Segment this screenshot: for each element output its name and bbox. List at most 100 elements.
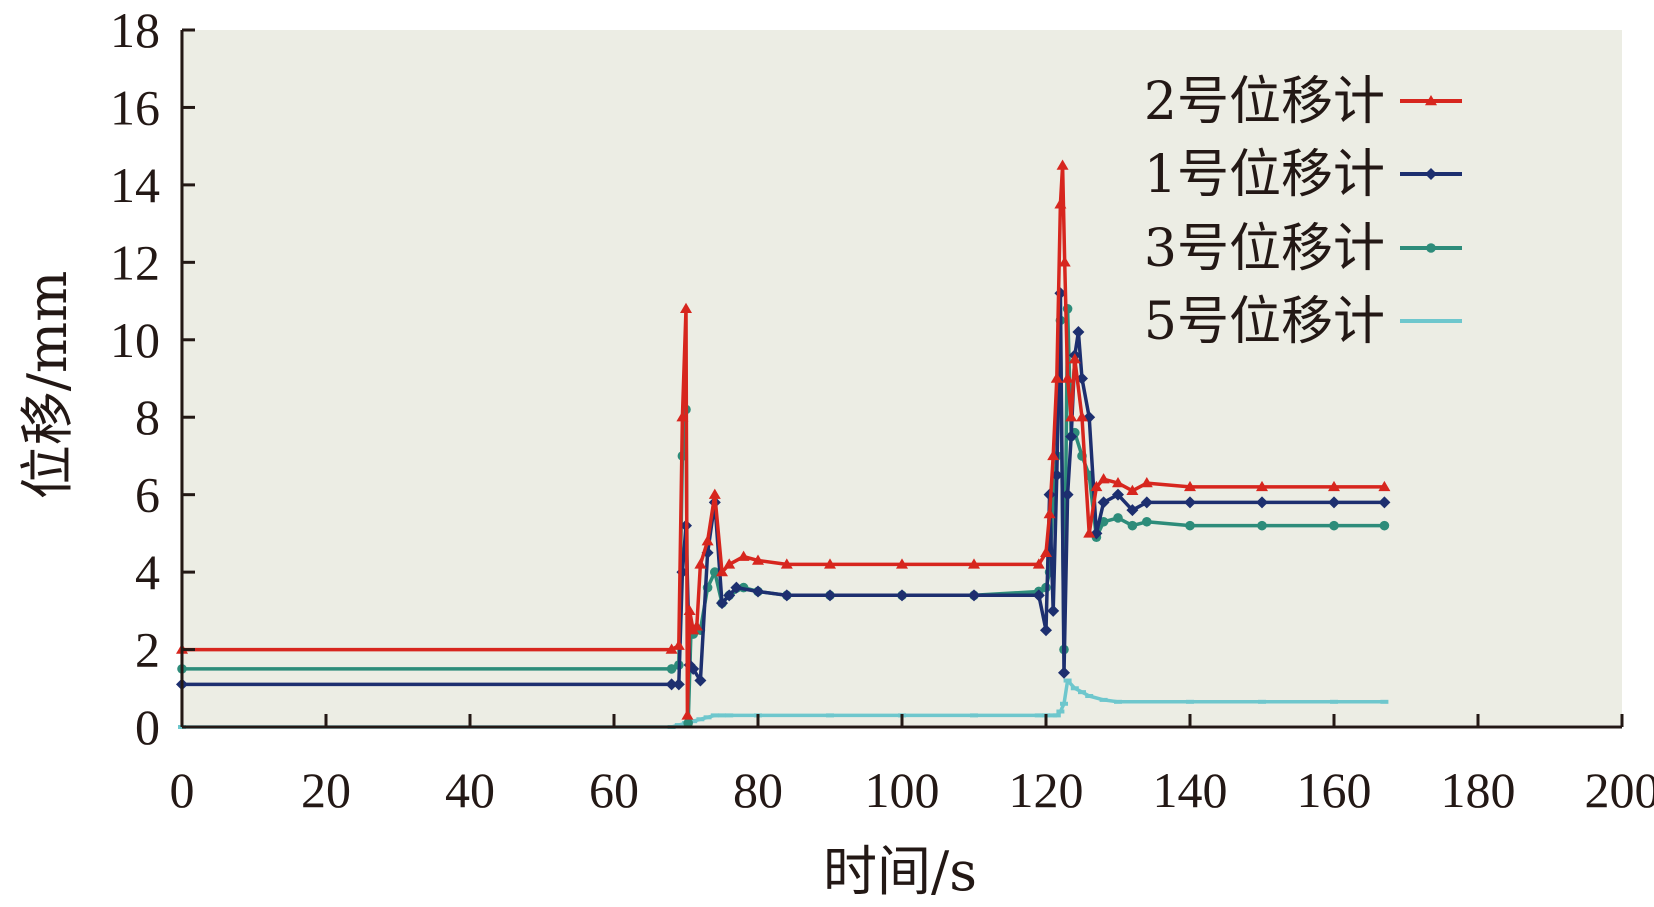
data-point xyxy=(665,678,678,691)
data-point xyxy=(780,558,793,569)
y-tick-label: 0 xyxy=(135,699,160,755)
data-point xyxy=(1078,690,1086,695)
data-point xyxy=(1258,699,1266,704)
data-point xyxy=(1058,666,1070,679)
data-point xyxy=(672,639,685,650)
data-point xyxy=(1142,516,1152,527)
data-point xyxy=(716,597,728,610)
data-point xyxy=(1097,473,1110,484)
y-tick-label: 18 xyxy=(110,2,160,58)
data-point xyxy=(1063,678,1072,683)
data-point xyxy=(710,713,719,718)
data-point xyxy=(676,411,689,422)
data-point xyxy=(1328,496,1340,509)
data-point xyxy=(1083,527,1096,538)
data-point xyxy=(1054,198,1067,209)
series-1 xyxy=(176,159,1391,720)
data-point xyxy=(737,550,750,561)
data-point xyxy=(752,585,764,598)
data-point xyxy=(1072,326,1085,339)
legend-label: 1号位移计 xyxy=(1144,145,1385,205)
data-point xyxy=(896,558,908,569)
data-point xyxy=(1112,488,1124,501)
data-point xyxy=(1032,589,1045,602)
data-point xyxy=(1186,699,1194,704)
data-point xyxy=(824,558,836,569)
x-tick-label: 0 xyxy=(170,762,195,818)
data-point xyxy=(694,674,707,687)
x-tick-label: 40 xyxy=(445,762,495,818)
data-point xyxy=(1060,701,1068,706)
data-point xyxy=(1099,697,1108,702)
data-point xyxy=(1061,488,1074,501)
data-point xyxy=(1140,477,1153,488)
data-point xyxy=(723,589,736,602)
y-axis-title: 位移/mm xyxy=(16,271,79,500)
data-point xyxy=(1330,699,1338,704)
y-tick-label: 14 xyxy=(110,157,160,213)
y-tick-label: 12 xyxy=(110,234,160,290)
data-point xyxy=(1126,484,1139,495)
data-point xyxy=(1065,430,1078,443)
data-point xyxy=(1070,686,1079,691)
x-tick-label: 160 xyxy=(1297,762,1372,818)
y-tick-label: 6 xyxy=(135,467,160,523)
x-tick-label: 120 xyxy=(1009,762,1084,818)
data-point xyxy=(1113,513,1123,523)
data-point xyxy=(708,488,721,499)
data-point xyxy=(1112,477,1124,488)
data-point xyxy=(896,589,908,602)
data-point xyxy=(1047,449,1060,461)
data-point xyxy=(1040,546,1052,557)
data-point xyxy=(1056,159,1069,170)
y-tick-label: 16 xyxy=(110,79,160,135)
data-point xyxy=(716,566,728,577)
data-point xyxy=(1065,411,1078,422)
data-point xyxy=(665,643,678,654)
data-point xyxy=(1256,480,1268,492)
data-point xyxy=(696,717,705,722)
data-point xyxy=(1034,713,1043,718)
data-point xyxy=(683,604,696,616)
data-point xyxy=(666,664,677,674)
data-point xyxy=(718,713,726,718)
series-layer xyxy=(176,159,1391,729)
x-tick-label: 80 xyxy=(733,762,783,818)
data-point xyxy=(1185,520,1195,531)
data-point xyxy=(1056,709,1065,714)
y-tick-label: 2 xyxy=(135,622,160,678)
data-point xyxy=(1378,480,1391,492)
series-line xyxy=(182,291,1385,687)
data-point xyxy=(1379,520,1390,531)
legend-label: 5号位移计 xyxy=(1144,292,1385,352)
data-point xyxy=(701,535,714,546)
data-point xyxy=(1052,713,1061,718)
data-point xyxy=(1061,372,1074,383)
legend-swatch-marker xyxy=(1426,243,1436,253)
data-point xyxy=(689,719,698,724)
data-point xyxy=(690,620,703,631)
data-point xyxy=(1140,496,1153,509)
data-point xyxy=(681,709,694,720)
plot-area xyxy=(180,30,1622,725)
data-point xyxy=(723,558,736,569)
data-point xyxy=(1257,520,1267,531)
data-point xyxy=(687,662,700,675)
data-point xyxy=(780,589,793,602)
data-point xyxy=(674,723,683,728)
legend-swatch-marker xyxy=(1427,319,1435,323)
data-point xyxy=(824,589,836,602)
data-point xyxy=(672,678,685,691)
legend-swatch-marker xyxy=(1425,95,1437,106)
legend-swatch-marker xyxy=(1425,168,1437,180)
data-point xyxy=(1058,256,1071,267)
data-point xyxy=(1114,699,1122,704)
data-point xyxy=(1043,508,1056,519)
data-point xyxy=(1050,372,1063,383)
y-tick-label: 8 xyxy=(135,389,160,445)
legend: 2号位移计 1号位移计 3号位移计 5号位移计 xyxy=(1144,72,1462,352)
y-tick-label: 4 xyxy=(135,544,160,600)
data-point xyxy=(730,581,743,594)
data-point xyxy=(1256,496,1268,509)
data-point xyxy=(1047,604,1060,617)
